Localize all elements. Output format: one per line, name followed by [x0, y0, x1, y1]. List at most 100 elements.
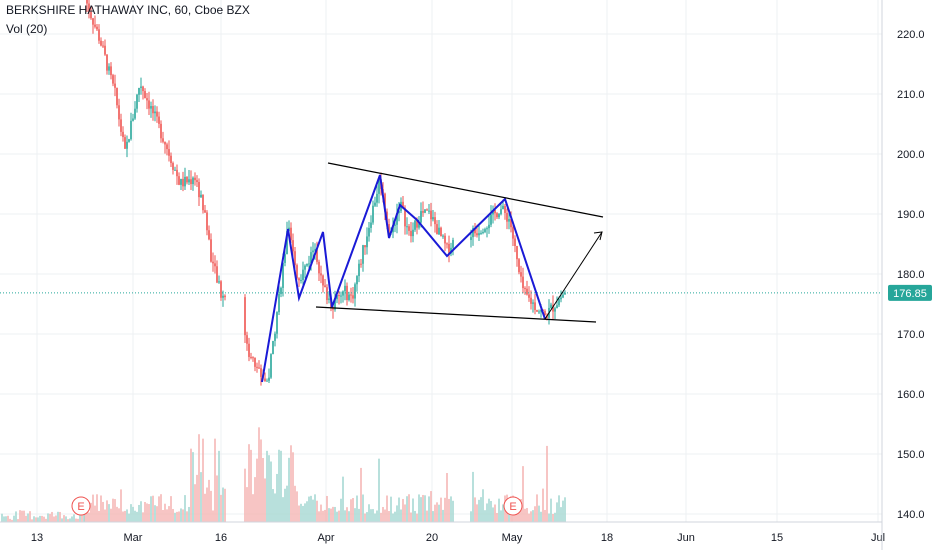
candle-body: [90, 12, 92, 19]
volume-bar: [53, 516, 55, 522]
arrow-head[interactable]: [593, 231, 603, 241]
upper-trendline[interactable]: [327, 162, 604, 218]
volume-bar: [49, 513, 51, 522]
candle-body: [474, 228, 476, 234]
candle-body: [248, 343, 250, 357]
candle-body: [404, 207, 406, 227]
candle-body: [250, 356, 252, 358]
volume-bar: [498, 498, 500, 522]
volume-bar: [556, 502, 558, 522]
volume-bar: [472, 471, 474, 522]
candle-body: [142, 86, 144, 92]
volume-indicator-label[interactable]: Vol (20): [6, 22, 48, 36]
x-tick-label: 16: [215, 532, 227, 544]
volume-bar: [480, 497, 482, 522]
candle-body: [552, 304, 554, 312]
earnings-marker[interactable]: E: [71, 496, 91, 516]
breakout-arrow-line[interactable]: [544, 231, 603, 320]
volume-bar: [422, 494, 424, 522]
candle-body: [166, 144, 168, 150]
pattern-zigzag-line[interactable]: [261, 174, 546, 383]
volume-bar: [340, 498, 342, 522]
candle-body: [162, 138, 164, 142]
volume-bar: [21, 510, 23, 522]
volume-bar: [102, 501, 104, 522]
candle-body: [316, 249, 318, 262]
volume-bar: [108, 504, 110, 522]
volume-bar: [350, 499, 352, 522]
candle-body: [512, 227, 514, 239]
volume-bar: [282, 497, 284, 522]
candle-body: [210, 239, 212, 262]
candle-body: [490, 214, 492, 225]
volume-bar: [81, 512, 83, 522]
candle-body: [544, 311, 546, 316]
candle-body: [370, 222, 372, 228]
volume-bar: [306, 501, 308, 522]
symbol-title[interactable]: BERKSHIRE HATHAWAY INC, 60, Cboe BZX: [6, 3, 250, 17]
x-tick-label: 13: [31, 532, 43, 544]
volume-bar: [562, 500, 564, 522]
candle-body: [214, 263, 216, 267]
volume-bar: [326, 495, 328, 522]
volume-bar: [324, 509, 326, 522]
volume-bar: [418, 494, 420, 522]
volume-bar: [220, 494, 222, 522]
volume-bar: [170, 496, 172, 522]
candle-body: [486, 228, 488, 230]
volume-bar: [278, 449, 280, 522]
volume-bar: [186, 511, 188, 522]
candle-body: [322, 275, 324, 286]
volume-bar: [302, 505, 304, 522]
lower-trendline[interactable]: [315, 306, 597, 323]
volume-bar: [344, 510, 346, 522]
candle-body: [266, 380, 268, 382]
candle-body: [268, 377, 270, 381]
volume-bar: [518, 511, 520, 522]
candle-body: [514, 238, 516, 246]
volume-bar: [5, 516, 7, 522]
volume-bar: [57, 511, 59, 522]
candle-body: [366, 236, 368, 248]
volume-bar: [218, 450, 220, 522]
candle-body: [364, 245, 366, 248]
volume-bar: [450, 496, 452, 522]
candle-body: [360, 263, 362, 265]
x-tick-label: 15: [771, 532, 783, 544]
volume-bar: [35, 517, 37, 522]
volume-bar: [496, 512, 498, 522]
candle-body: [194, 177, 196, 181]
candle-body: [254, 357, 256, 367]
volume-bar: [548, 513, 550, 522]
candle-body: [134, 108, 136, 119]
volume-bar: [150, 496, 152, 522]
y-tick-label: 140.0: [897, 509, 925, 521]
candle-body: [498, 214, 500, 218]
volume-bar: [110, 508, 112, 522]
volume-bar: [90, 502, 92, 522]
candle-body: [120, 119, 122, 132]
candle-body: [526, 288, 528, 295]
candle-body: [406, 226, 408, 228]
volume-bar: [112, 498, 114, 522]
candle-body: [488, 224, 490, 229]
volume-bar: [224, 488, 226, 522]
earnings-marker[interactable]: E: [503, 496, 523, 516]
volume-bar: [47, 513, 49, 522]
volume-bar: [254, 477, 256, 522]
volume-bar: [63, 515, 65, 522]
candle-body: [274, 333, 276, 341]
volume-bar: [296, 491, 298, 522]
candle-body: [116, 87, 118, 106]
candle-body: [416, 220, 418, 228]
candle-body: [224, 295, 226, 298]
volume-bar: [73, 514, 75, 522]
trend-drawings[interactable]: [261, 162, 604, 383]
volume-bar: [286, 485, 288, 522]
volume-bar: [424, 495, 426, 522]
candle-body: [480, 232, 482, 234]
volume-bar: [546, 445, 548, 522]
volume-bar: [314, 494, 316, 522]
